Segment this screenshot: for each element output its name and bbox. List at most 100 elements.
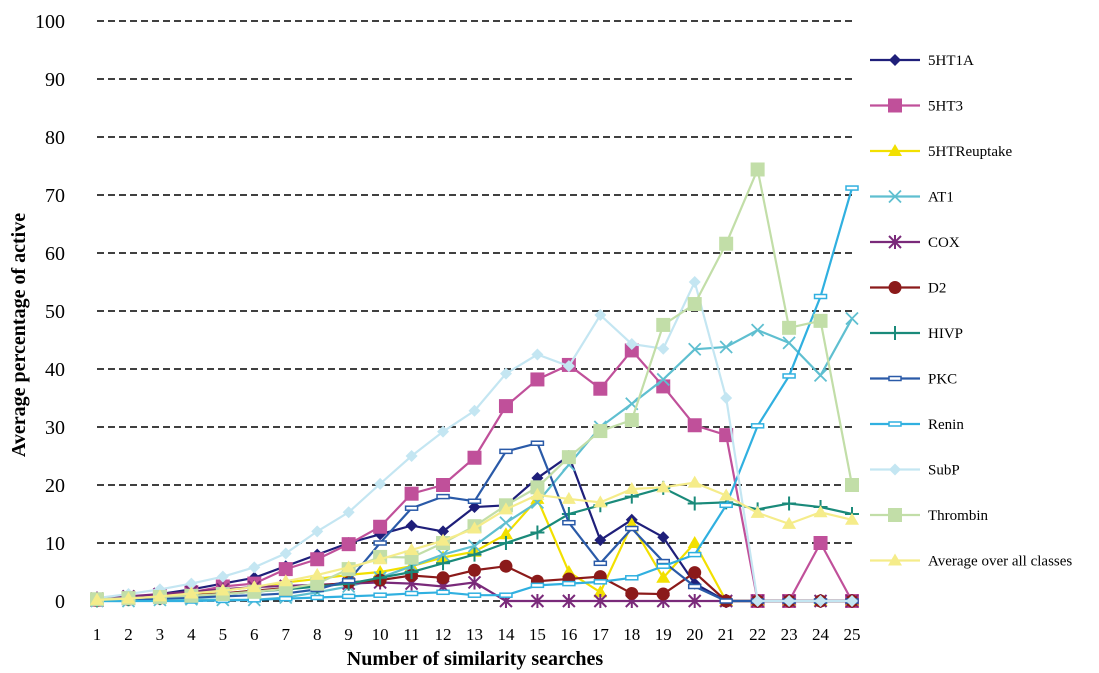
data-point xyxy=(530,582,545,589)
data-point xyxy=(625,586,639,600)
data-point xyxy=(845,512,859,525)
x-tick-label: 3 xyxy=(156,625,165,644)
series-average-over-all-classes xyxy=(90,475,859,605)
data-point xyxy=(373,570,388,585)
data-point xyxy=(813,313,828,328)
data-point xyxy=(374,477,387,490)
data-point xyxy=(498,502,513,515)
x-tick-label: 10 xyxy=(372,625,389,644)
data-point xyxy=(373,592,387,598)
data-point xyxy=(687,418,702,433)
data-point xyxy=(436,547,450,562)
y-tick-label: 40 xyxy=(45,359,65,381)
data-point xyxy=(888,144,902,156)
data-point xyxy=(594,534,607,547)
data-point xyxy=(185,577,198,590)
data-point xyxy=(310,552,325,567)
data-point xyxy=(467,575,482,590)
data-point xyxy=(468,501,481,514)
y-tick-label: 20 xyxy=(45,475,65,497)
legend-item: 5HT1A xyxy=(870,53,974,69)
legend-item: Renin xyxy=(870,417,964,433)
data-point xyxy=(436,571,450,585)
data-point xyxy=(657,531,670,544)
data-point xyxy=(436,589,450,596)
data-point xyxy=(499,516,513,530)
data-point xyxy=(687,551,702,558)
data-point xyxy=(561,450,576,465)
legend-label: PKC xyxy=(928,372,957,388)
data-point xyxy=(593,560,608,567)
y-tick-label: 30 xyxy=(45,417,65,439)
data-point xyxy=(341,577,356,584)
data-point xyxy=(437,525,450,538)
x-tick-label: 25 xyxy=(844,625,861,644)
data-point xyxy=(310,594,324,601)
data-point xyxy=(593,579,608,585)
x-tick-label: 17 xyxy=(592,625,610,644)
legend-label: SubP xyxy=(928,463,960,479)
x-tick-label: 14 xyxy=(497,625,515,644)
data-point xyxy=(687,475,702,488)
y-tick-label: 10 xyxy=(45,533,65,555)
data-point xyxy=(278,562,293,577)
x-tick-label: 12 xyxy=(435,625,452,644)
data-point xyxy=(888,553,902,566)
data-point xyxy=(530,525,545,540)
data-point xyxy=(750,505,765,518)
data-point xyxy=(248,561,261,574)
data-point xyxy=(888,508,902,522)
x-tick-label: 1 xyxy=(93,625,102,644)
x-tick-label: 13 xyxy=(466,625,483,644)
data-point xyxy=(436,533,451,546)
data-point xyxy=(782,320,797,335)
x-tick-label: 2 xyxy=(124,625,133,644)
legend-label: Average over all classes xyxy=(928,554,1072,570)
data-point xyxy=(624,482,639,495)
data-point xyxy=(813,293,828,300)
data-point xyxy=(593,594,608,608)
y-tick-label: 60 xyxy=(45,243,65,265)
data-point xyxy=(373,519,388,534)
data-point xyxy=(562,594,576,608)
data-point xyxy=(845,311,859,326)
x-tick-label: 21 xyxy=(718,625,735,644)
data-point xyxy=(279,547,292,560)
x-tick-label: 16 xyxy=(560,625,577,644)
data-point xyxy=(215,583,230,596)
x-tick-label: 15 xyxy=(529,625,546,644)
data-point xyxy=(467,547,482,562)
data-point xyxy=(562,519,576,526)
series-layer xyxy=(90,162,859,608)
data-point xyxy=(404,486,419,501)
data-point xyxy=(624,343,639,358)
data-point xyxy=(405,450,418,462)
x-tick-label: 9 xyxy=(344,625,353,644)
legend: 5HT1A 5HT3 5HTReuptake AT1 COX D2 HIVP PKC Renin… xyxy=(870,53,1072,570)
legend-item: SubP xyxy=(870,463,960,479)
data-point xyxy=(405,519,418,532)
y-tick-label: 90 xyxy=(45,69,65,91)
legend-item: COX xyxy=(870,235,960,251)
y-tick-label: 70 xyxy=(45,185,65,207)
x-tick-label: 11 xyxy=(403,625,419,644)
x-tick-label: 7 xyxy=(282,625,291,644)
data-point xyxy=(467,539,482,553)
gridlines xyxy=(97,20,852,602)
data-point xyxy=(467,521,482,534)
x-axis-title: Number of similarity searches xyxy=(347,648,604,670)
data-point xyxy=(530,480,545,495)
data-point xyxy=(279,595,293,602)
data-point xyxy=(687,536,702,548)
data-point xyxy=(625,575,639,581)
x-tick-label: 18 xyxy=(623,625,640,644)
series-line xyxy=(96,165,854,601)
data-point xyxy=(750,162,765,177)
data-point xyxy=(593,585,608,598)
data-point xyxy=(688,276,701,288)
data-point xyxy=(530,594,545,608)
data-point xyxy=(278,574,293,587)
legend-item: AT1 xyxy=(870,190,954,206)
data-point xyxy=(498,399,513,414)
